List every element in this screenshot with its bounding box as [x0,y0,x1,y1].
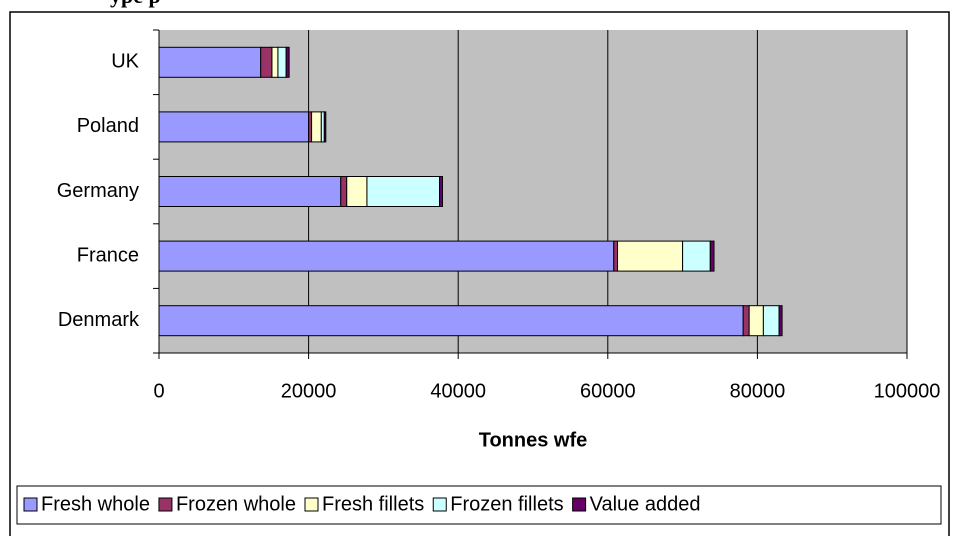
bar-segment [366,176,440,207]
bar-segment [158,176,342,207]
legend-swatch [572,497,587,512]
legend-swatch [432,497,447,512]
legend-label: Fresh whole [41,493,150,515]
x-tick-label: 40000 [430,380,486,402]
bar-segment [613,240,619,272]
x-tick-label: 80000 [730,380,786,402]
bar-segment [617,240,684,272]
bar-segment [311,111,322,143]
legend-label: Frozen whole [176,493,296,515]
bar-segment [285,46,290,78]
bar-segment [277,46,287,78]
legend-label: Fresh fillets [322,493,424,515]
legend-label: Value added [590,493,701,515]
x-tick-label: 0 [153,380,164,402]
bar-segment [323,111,327,143]
y-tick-label: Poland [77,115,139,137]
y-tick-label: Denmark [58,309,140,331]
bar-segment [260,46,273,78]
y-tick-label: France [77,244,139,266]
bar-segment [158,111,310,143]
legend-box [16,485,942,525]
x-tick-label: 20000 [281,380,337,402]
bar-segment [682,240,711,272]
bar-segment [340,176,348,207]
bar-segment [346,176,368,207]
legend-label: Frozen fillets [450,493,563,515]
y-tick-label: Germany [57,180,139,202]
legend-swatch [23,497,38,512]
legend-swatch [304,497,319,512]
bar-segment [748,305,764,337]
bar-segment [778,305,783,337]
bar-segment [742,305,750,337]
bar-segment [158,305,744,337]
bar-segment [709,240,715,272]
bar-segment [762,305,780,337]
chart-title: ype p [110,0,161,8]
bar-segment [439,176,443,207]
y-tick-label: UK [111,51,139,73]
x-tick-label: 100000 [874,380,941,402]
legend-swatch [158,497,173,512]
x-axis-label: Tonnes wfe [479,429,588,451]
x-tick-label: 60000 [580,380,636,402]
bar-segment [158,46,262,78]
bar-segment [158,240,615,272]
bar-segment [271,46,279,78]
